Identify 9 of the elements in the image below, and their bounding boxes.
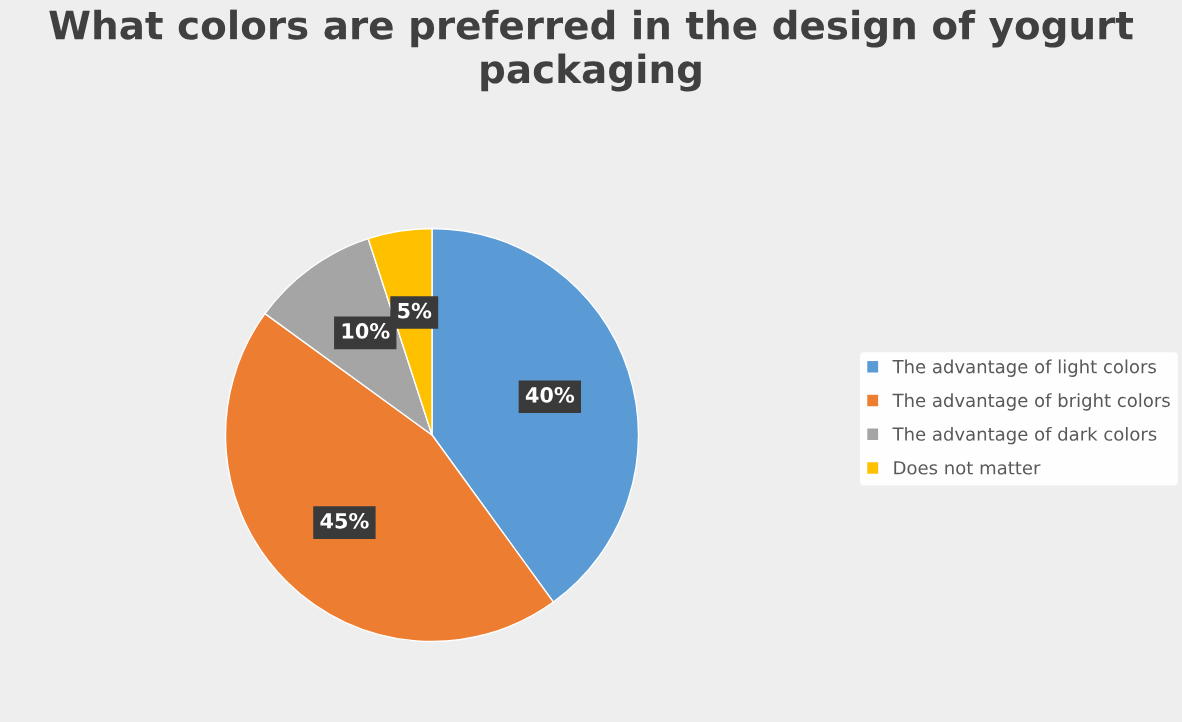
- data-label: 45%: [320, 512, 369, 529]
- legend-label: The advantage of light colors: [892, 359, 1156, 377]
- legend-label: The advantage of dark colors: [892, 426, 1157, 445]
- chart-title: What colors are preferred in the design of yogurt packaging: [49, 9, 1134, 92]
- data-label: 40%: [525, 387, 575, 403]
- legend-label: Does not matter: [894, 461, 1041, 475]
- data-label: 5%: [398, 302, 432, 319]
- data-label: 10%: [342, 323, 390, 339]
- legend-label: The advantage of bright colors: [892, 393, 1170, 411]
